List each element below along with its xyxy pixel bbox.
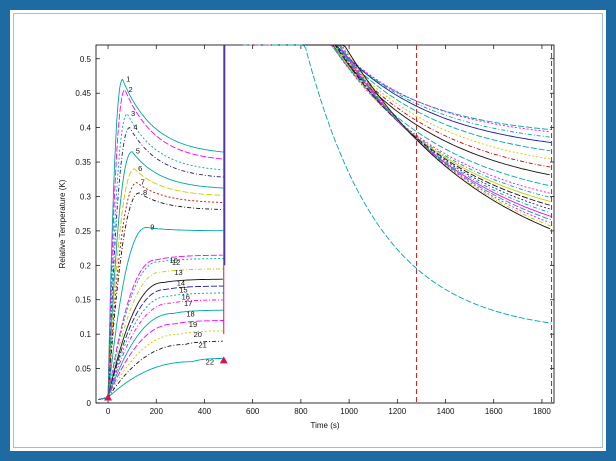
- series-line: [98, 285, 224, 401]
- series-label: 3: [131, 109, 135, 118]
- series-line: [98, 226, 224, 401]
- x-tick-label: 0: [106, 407, 111, 416]
- series-line: [98, 330, 224, 401]
- series-line: [98, 254, 223, 401]
- x-tick-label: 1600: [485, 407, 503, 416]
- x-tick-label: 400: [198, 407, 212, 416]
- series-label: 12: [172, 258, 180, 267]
- series-label: 10: [170, 256, 178, 265]
- x-tick-label: 800: [294, 407, 308, 416]
- y-tick-label: 0.5: [80, 55, 92, 64]
- series-line: [98, 340, 223, 401]
- series-decay-line: [270, 44, 551, 230]
- y-tick-label: 0.3: [80, 192, 92, 201]
- series-line: [98, 182, 224, 401]
- marker-triangle: [219, 356, 228, 364]
- series-decay-line: [267, 44, 550, 223]
- series-label: 14: [177, 279, 185, 288]
- y-axis-title: Relative Temperature (K): [58, 179, 67, 268]
- x-tick-label: 1000: [340, 407, 358, 416]
- series-line: [98, 89, 224, 401]
- series-label: 2: [129, 85, 133, 94]
- plot-area: [95, 44, 555, 404]
- series-label: 15: [179, 285, 187, 294]
- series-line: [98, 320, 224, 401]
- series-line: [98, 113, 223, 401]
- series-line: [98, 168, 223, 401]
- marker-group: [104, 356, 228, 401]
- series-label: 17: [184, 299, 192, 308]
- series-line: [98, 258, 224, 401]
- x-axis-title: Time (s): [310, 421, 339, 430]
- series-label: 8: [143, 188, 147, 197]
- series-line: [98, 127, 224, 401]
- y-tick-label: 0.2: [80, 261, 92, 270]
- series-label: 22: [206, 358, 214, 367]
- series-label: 5: [136, 147, 140, 156]
- series-line: [98, 151, 224, 401]
- series-label: 21: [198, 340, 206, 349]
- series-label: 19: [189, 320, 197, 329]
- series-group: [98, 44, 552, 401]
- series-decay-line: [245, 44, 550, 138]
- reference-lines: [416, 45, 553, 403]
- series-label: 16: [182, 292, 190, 301]
- x-tick-label: 600: [246, 407, 260, 416]
- series-line: [98, 299, 223, 401]
- series-decay-line: [244, 44, 551, 133]
- series-label: 4: [133, 123, 137, 132]
- series-line: [98, 309, 224, 401]
- series-label: 9: [150, 222, 154, 231]
- series-label: 1: [126, 74, 130, 83]
- series-line: [98, 292, 224, 401]
- series-label: 6: [138, 164, 142, 173]
- series-line: [98, 78, 224, 401]
- series-line: [98, 357, 223, 401]
- marker-triangle: [104, 393, 113, 401]
- series-label: 13: [174, 268, 182, 277]
- series-decay-line: [250, 44, 552, 160]
- series-label: 18: [186, 310, 194, 319]
- x-axis: 0 200 400 600 800 1000 1200 1400 1600 1800: [106, 45, 551, 416]
- x-tick-label: 1200: [388, 407, 406, 416]
- y-tick-label: 0: [87, 399, 92, 408]
- x-tick-label: 200: [150, 407, 164, 416]
- y-tick-label: 0.4: [80, 124, 92, 133]
- y-tick-label: 0.05: [75, 365, 91, 374]
- series-line: [98, 278, 223, 401]
- y-tick-label: 0.35: [75, 158, 91, 167]
- y-tick-label: 0.45: [75, 89, 91, 98]
- x-tick-label: 1400: [437, 407, 455, 416]
- y-tick-label: 0.1: [80, 330, 92, 339]
- series-label: 7: [141, 178, 145, 187]
- x-tick-label: 1800: [533, 407, 551, 416]
- series-line: [98, 268, 224, 401]
- y-tick-label: 0.25: [75, 227, 91, 236]
- series-label: 20: [194, 330, 202, 339]
- series-decay-line: [272, 44, 552, 324]
- y-axis: 0 0.05 0.1 0.15 0.2 0.25 0.3 0.35 0.4 0.45 0.5: [75, 55, 554, 408]
- y-tick-label: 0.15: [75, 296, 91, 305]
